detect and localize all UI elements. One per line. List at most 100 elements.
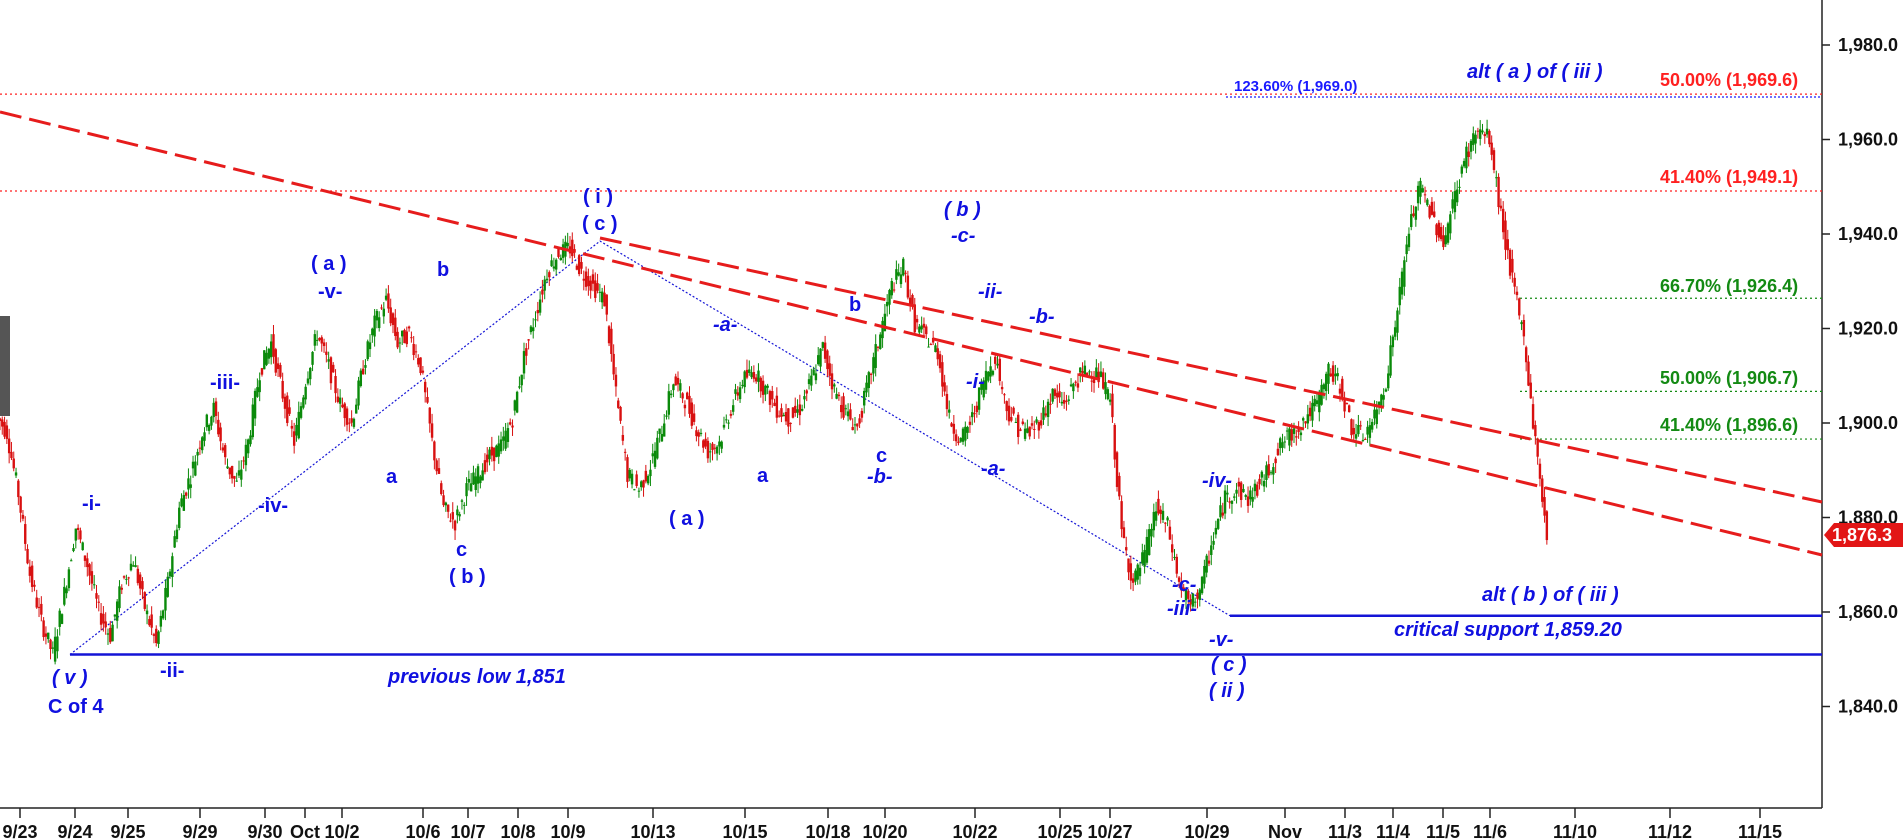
candle-body	[566, 242, 569, 247]
candle-body	[759, 377, 762, 392]
candle-body	[626, 457, 629, 482]
candle-body	[88, 564, 91, 576]
candle-body	[92, 584, 96, 586]
candle-body	[1154, 511, 1158, 521]
candle-body	[7, 438, 11, 454]
candle-body	[1276, 448, 1280, 456]
candle-body	[253, 390, 257, 419]
candle-body	[1304, 421, 1307, 424]
candle-body	[417, 358, 420, 365]
candle-body	[1129, 563, 1133, 581]
candle-body	[1125, 547, 1128, 551]
candle-body	[1053, 389, 1057, 396]
side-scroll-tab[interactable]	[0, 316, 10, 416]
candle-body	[1106, 389, 1110, 400]
candle-body	[1180, 581, 1183, 591]
candle-body	[122, 576, 126, 578]
x-tick-label: 11/12	[1648, 822, 1692, 840]
candle-body	[1184, 590, 1188, 601]
candle-body	[1056, 392, 1059, 398]
candle-body	[1295, 436, 1298, 438]
candle-body	[143, 592, 146, 609]
wave-ii-paren: ( ii )	[1209, 680, 1245, 702]
candle-body	[1230, 501, 1234, 504]
candle-body	[490, 446, 494, 456]
candle-body	[1145, 536, 1149, 563]
candle-body	[460, 500, 464, 502]
candle-body	[228, 467, 232, 475]
candle-body	[492, 447, 496, 462]
candle-body	[752, 371, 756, 379]
candle-body	[1462, 161, 1466, 167]
previous-low-label: previous low 1,851	[387, 666, 566, 688]
candle-body	[1079, 367, 1082, 373]
candle-body	[499, 439, 503, 452]
candle-body	[1168, 526, 1172, 540]
candle-body	[1352, 427, 1355, 435]
candle-body	[1373, 409, 1376, 419]
candle-body	[571, 239, 574, 257]
candle-body	[1014, 422, 1018, 424]
x-tick-label: 10/22	[952, 822, 997, 840]
candle-body	[1251, 496, 1254, 502]
candle-body	[320, 337, 323, 344]
candle-body	[1074, 381, 1077, 383]
candle-body	[941, 362, 944, 387]
wave-ii-dash: -ii-	[978, 281, 1003, 303]
candle-body	[1518, 298, 1521, 316]
candle-body	[1210, 545, 1213, 555]
candle-body	[656, 437, 659, 459]
candle-body	[1513, 277, 1516, 287]
candle-body	[971, 412, 974, 418]
candle-body	[856, 423, 859, 427]
candle-body	[226, 466, 229, 469]
candle-body	[120, 587, 123, 590]
x-tick-label: 9/24	[57, 822, 92, 840]
candle-body	[166, 576, 169, 597]
wave-i-paren: ( i )	[583, 186, 613, 208]
candle-body	[111, 624, 114, 642]
candle-body	[961, 428, 965, 442]
y-tick-label: 1,840.0	[1838, 697, 1898, 717]
candle-body	[842, 396, 845, 418]
candle-body	[1318, 391, 1321, 413]
candle-body	[977, 387, 981, 410]
candle-body	[1398, 286, 1401, 306]
candle-body	[1097, 371, 1100, 383]
last-price-tag-shape	[1824, 522, 1903, 547]
wave-v-low: ( v )	[52, 667, 88, 689]
candle-body	[1288, 428, 1291, 446]
candle-body	[1460, 166, 1464, 174]
candle-body	[686, 392, 689, 400]
candle-body	[14, 472, 18, 476]
candle-body	[60, 614, 64, 624]
candle-body	[359, 370, 363, 387]
candle-body	[426, 396, 429, 403]
candle-body	[1421, 188, 1424, 193]
fib-label-66-green: 66.70% (1,926.4)	[1660, 276, 1798, 296]
candle-body	[380, 307, 383, 309]
candle-body	[1152, 511, 1156, 531]
fib-label-41-green: 41.40% (1,896.6)	[1660, 415, 1798, 435]
candle-body	[318, 337, 321, 341]
candle-body	[348, 422, 351, 424]
candle-body	[663, 423, 666, 437]
candle-body	[44, 633, 48, 637]
candle-body	[24, 524, 27, 544]
candle-body	[1214, 527, 1218, 535]
candle-body	[952, 423, 956, 434]
candle-body	[410, 337, 413, 339]
candle-body	[1467, 151, 1470, 158]
candle-body	[646, 475, 650, 484]
candle-body	[1520, 322, 1523, 325]
candle-body	[1111, 393, 1114, 418]
candle-body	[1260, 471, 1264, 478]
candle-body	[1389, 345, 1392, 376]
candle-body	[1256, 484, 1259, 496]
wave-a-1: a	[386, 466, 398, 488]
candle-body	[269, 341, 273, 358]
candle-body	[1212, 540, 1215, 545]
wave-c-dash: -c-	[951, 225, 976, 247]
candle-body	[327, 359, 330, 362]
candle-body	[10, 451, 13, 459]
